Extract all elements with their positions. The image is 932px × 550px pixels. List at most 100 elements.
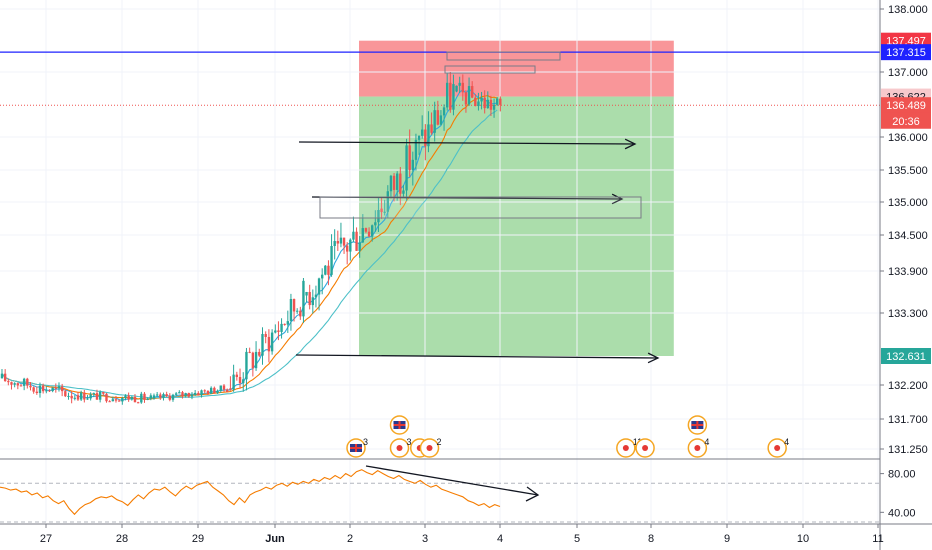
candle-body <box>203 390 206 392</box>
candle-body <box>333 241 336 247</box>
candle-body <box>32 387 35 392</box>
arrow-lower-head <box>647 352 660 364</box>
candle-body <box>364 228 368 232</box>
time-tick-label: 29 <box>192 533 204 545</box>
candle-body <box>197 392 200 396</box>
candle-body <box>270 332 274 352</box>
candle-body <box>64 391 67 397</box>
candle-body <box>10 382 13 385</box>
divergence-arrow-head <box>525 486 540 502</box>
time-tick-label: 10 <box>797 533 809 545</box>
candle-body <box>190 394 194 397</box>
candle-body <box>280 323 283 332</box>
candle-body <box>305 291 308 296</box>
time-tick-label: 5 <box>574 533 580 545</box>
horizontal-lines <box>0 51 880 106</box>
candle-body <box>159 394 162 398</box>
candle-body <box>26 378 29 386</box>
candle-body <box>105 393 108 402</box>
candle-body <box>417 135 421 140</box>
candle-body <box>299 310 302 317</box>
price-tick-label: 131.250 <box>888 444 928 456</box>
candle-body <box>121 397 124 402</box>
candle-body <box>267 336 271 352</box>
candle-body <box>342 237 346 246</box>
candle-body <box>461 82 465 93</box>
candle-body <box>127 395 130 400</box>
price-tick-label: 133.900 <box>888 266 928 278</box>
candle-body <box>149 395 153 399</box>
candle-body <box>242 379 245 384</box>
candle-body <box>480 97 483 102</box>
candle-body <box>184 393 187 396</box>
candle-body <box>405 145 408 191</box>
candle-body <box>245 351 248 380</box>
arrow-middle-head <box>611 193 624 205</box>
candle-body <box>411 159 415 171</box>
candle-body <box>181 392 184 396</box>
price-tick-label: 135.000 <box>888 197 928 209</box>
candle-body <box>136 402 140 404</box>
price-axis: 138.000 137.000 136.000 135.500 135.000 134.5… <box>879 0 932 550</box>
candle-body <box>499 98 502 105</box>
candle-body <box>213 387 216 394</box>
time-tick-label: 28 <box>116 533 128 545</box>
candle-body <box>414 139 418 160</box>
candle-body <box>386 191 390 212</box>
candle-body <box>483 97 486 109</box>
price-tag <box>881 44 931 61</box>
candle-body <box>377 209 380 223</box>
price-tag <box>881 348 931 364</box>
candle-body <box>67 395 70 397</box>
candle-body <box>248 351 251 353</box>
candle-body <box>165 394 168 396</box>
candle-body <box>86 398 89 400</box>
candle-body <box>140 393 143 403</box>
time-tick-label: 2 <box>347 533 353 545</box>
candle-body <box>73 397 77 399</box>
price-tag <box>881 97 931 114</box>
candle-body <box>124 395 127 398</box>
candle-body <box>171 394 175 400</box>
candle-body <box>92 393 96 395</box>
candle-body <box>0 373 4 379</box>
candle-body <box>339 237 343 244</box>
time-tick-label: 27 <box>40 533 52 545</box>
candle-body <box>455 85 458 92</box>
time-tick-label: 8 <box>648 533 654 545</box>
candle-body <box>70 395 73 399</box>
candle-body <box>289 298 293 322</box>
candle-body <box>458 82 461 86</box>
candle-body <box>111 399 115 402</box>
candle-body <box>477 101 480 107</box>
jp-flag-icon <box>774 445 781 451</box>
candle-body <box>35 391 39 394</box>
event-count: 3 <box>407 437 412 447</box>
position-stop-zone <box>359 40 674 97</box>
candle-body <box>430 124 433 133</box>
candle-body <box>449 82 452 110</box>
divergence-line <box>365 465 539 496</box>
zone-rectangle-small <box>444 65 536 74</box>
candle-body <box>79 392 83 400</box>
price-tick-label: 133.300 <box>888 308 928 320</box>
price-tag-label: 20:36 <box>892 116 920 128</box>
candle-body <box>219 385 222 391</box>
time-tick-label: 3 <box>422 533 428 545</box>
candle-body <box>336 241 340 244</box>
candle-body <box>330 246 333 275</box>
time-axis: 27 28 29 Jun 2 3 4 5 8 9 10 11 <box>0 523 932 545</box>
candle-body <box>238 377 242 384</box>
candle-body <box>261 334 264 356</box>
grid <box>0 0 880 522</box>
oscillator-line <box>0 469 501 516</box>
candle-body <box>345 245 349 252</box>
candle-body <box>229 388 232 390</box>
candle-body <box>258 351 261 356</box>
candle-body <box>95 393 99 400</box>
candle-body <box>143 393 146 400</box>
candle-body <box>452 84 455 110</box>
